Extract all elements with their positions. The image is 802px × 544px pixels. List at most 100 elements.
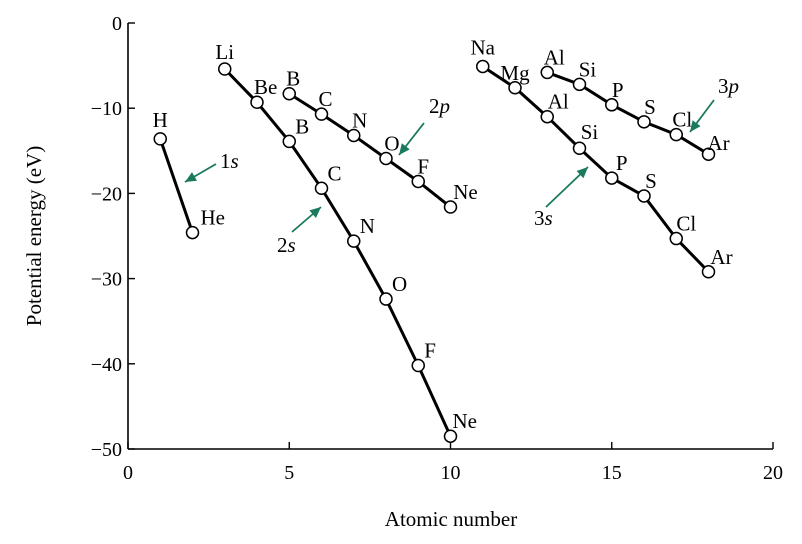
data-point: [572, 141, 587, 155]
data-point: [443, 429, 458, 443]
data-point: [379, 292, 393, 306]
point-label: O: [384, 131, 399, 155]
annotation-label: 3s: [534, 206, 553, 230]
point-label: P: [616, 151, 628, 175]
data-point: [411, 174, 425, 189]
data-point: [701, 265, 716, 279]
y-tick-label: −30: [91, 269, 122, 291]
data-point: [637, 189, 651, 203]
y-tick-label: −50: [91, 439, 122, 461]
annotation-2s: 2s: [277, 206, 322, 257]
point-label: Si: [579, 57, 597, 81]
annotation-label: 1s: [220, 149, 239, 173]
y-tick-label: −20: [91, 183, 122, 205]
series-1s: H He: [153, 108, 226, 240]
x-tick-label: 20: [763, 462, 783, 484]
point-label: S: [644, 95, 656, 119]
data-point: [314, 181, 329, 196]
point-label: F: [417, 154, 429, 178]
annotation-number: 3: [534, 206, 545, 230]
annotation-label: 2s: [277, 233, 296, 257]
data-point: [701, 147, 716, 161]
point-label: Al: [548, 90, 569, 114]
y-tick-label: −10: [91, 98, 122, 120]
point-label: Ar: [707, 131, 729, 155]
series-line-2s: [223, 67, 452, 437]
annotation-subshell: s: [288, 233, 296, 257]
data-point: [669, 127, 683, 142]
data-point: [637, 115, 651, 129]
point-label: Be: [254, 75, 277, 99]
x-tick-label: 15: [602, 462, 622, 484]
point-label: C: [318, 87, 332, 111]
arrow-head: [690, 120, 701, 132]
data-point: [185, 225, 200, 240]
series-line-1s: [158, 138, 194, 234]
data-point: [411, 358, 425, 373]
series-line-3s: [481, 65, 710, 273]
x-axis-title: Atomic number: [385, 507, 517, 531]
annotation-label: 2p: [429, 94, 450, 118]
annotation-3s: 3s: [534, 166, 589, 230]
x-tick-label: 0: [123, 462, 133, 484]
annotation-subshell: s: [545, 206, 553, 230]
y-tick-label: 0: [112, 13, 122, 35]
series-line-2p: [288, 92, 452, 209]
arrow-head: [309, 207, 321, 218]
arrow-head: [576, 167, 588, 179]
point-label: Ne: [453, 409, 478, 433]
point-label: N: [352, 108, 367, 132]
annotation-label: 3p: [718, 74, 739, 98]
point-label: N: [360, 214, 375, 238]
annotation-1s: 1s: [184, 149, 239, 183]
data-point: [508, 81, 522, 95]
annotation-subshell: s: [231, 149, 239, 173]
axis-ticks: 0 5 10 15 20 0 −10 −20 −30 −40 −50: [91, 13, 783, 484]
data-point: [443, 200, 458, 214]
data-point: [250, 95, 264, 109]
data-point: [540, 109, 554, 124]
point-label: H: [153, 108, 168, 132]
x-tick-label: 10: [441, 462, 461, 484]
data-point: [572, 77, 587, 92]
point-label: C: [328, 161, 342, 185]
data-point: [347, 128, 361, 143]
arrow-head: [185, 172, 198, 182]
point-label: Ne: [453, 180, 478, 204]
point-label: Ar: [710, 245, 732, 269]
annotation-subshell: p: [438, 94, 451, 118]
point-label: Li: [215, 40, 234, 64]
annotation-3p: 3p: [689, 74, 739, 133]
point-label: F: [424, 339, 436, 363]
data-point: [605, 171, 619, 185]
data-point: [347, 234, 361, 248]
annotation-2p: 2p: [398, 94, 450, 156]
data-point: [379, 151, 393, 166]
data-point: [153, 132, 167, 146]
point-label: P: [612, 78, 624, 102]
data-point: [540, 65, 554, 80]
annotation-number: 3: [718, 74, 729, 98]
point-label: S: [645, 169, 657, 193]
data-point: [476, 59, 490, 74]
point-label: Mg: [500, 61, 530, 85]
annotation-number: 2: [429, 94, 440, 118]
point-label: Na: [471, 35, 496, 59]
data-point: [669, 231, 683, 246]
point-label: B: [295, 114, 309, 138]
series-3p: Al Si PS Cl Ar: [540, 45, 730, 161]
point-label: He: [201, 206, 226, 230]
data-point: [282, 134, 296, 149]
data-point: [314, 107, 329, 121]
arrow-head: [399, 143, 410, 155]
point-label: Cl: [676, 212, 696, 236]
y-tick-label: −40: [91, 354, 122, 376]
point-label: Cl: [672, 108, 692, 132]
annotation-number: 1: [220, 149, 231, 173]
